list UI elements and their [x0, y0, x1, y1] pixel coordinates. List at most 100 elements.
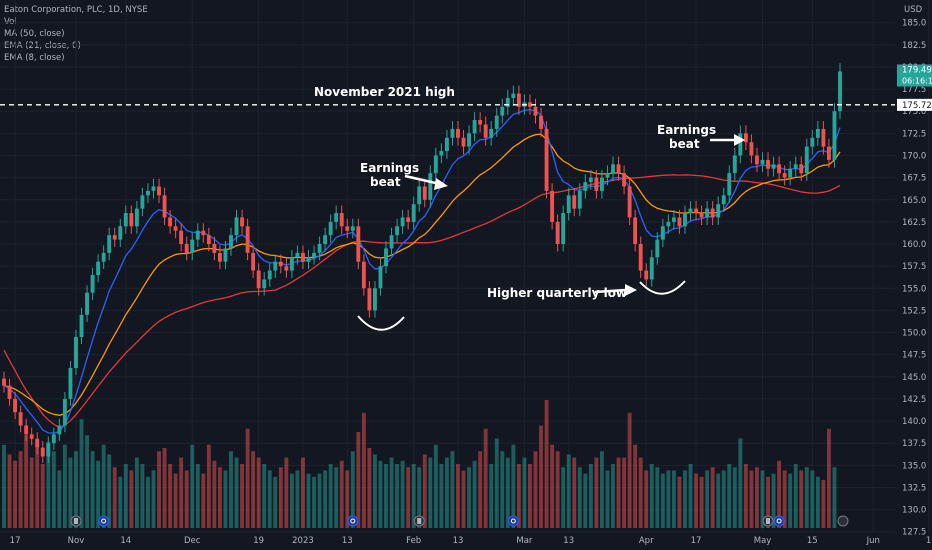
volume-bar	[489, 464, 494, 528]
candle-body	[815, 128, 820, 138]
candle-body	[544, 128, 549, 191]
candle-body	[599, 177, 604, 191]
candle-body	[799, 164, 804, 174]
time-axis[interactable]: 17 Nov 14 Dec 19 2023 13 Feb 13 Mar 13 Apr 17 May 15 Ju…	[10, 536, 932, 546]
volume-bar	[688, 464, 693, 528]
candle-body	[323, 235, 328, 245]
candle-body	[483, 124, 488, 138]
candle-body	[229, 235, 233, 249]
volume-bar	[644, 470, 649, 528]
price-axis[interactable]: 127.5 130.0 132.5 135.0 137.5 140.0 142.5 145.0…	[902, 19, 926, 538]
volume-bar	[68, 457, 73, 528]
candle-body	[605, 173, 610, 178]
legend-ma50[interactable]: MA (50, close)	[4, 29, 65, 39]
time-tick-label: Dec	[184, 536, 201, 546]
volume-bar	[599, 451, 604, 528]
price-tick-label: 132.5	[902, 483, 926, 493]
volume-bar	[240, 464, 245, 528]
candle-body	[168, 217, 173, 227]
candle-body	[528, 102, 532, 107]
volume-bar	[13, 460, 18, 528]
dividend-marker-glyph	[350, 518, 356, 524]
volume-bar	[638, 457, 643, 528]
volume-bar	[467, 467, 471, 528]
time-tick-label: Feb	[406, 536, 421, 546]
volume-bar	[605, 470, 610, 528]
candle-body	[289, 257, 294, 271]
countdown: 06:16:12	[902, 76, 932, 85]
candle-body	[400, 217, 405, 227]
price-tick-label: 147.5	[902, 351, 926, 361]
candle-body	[611, 164, 615, 174]
volume-bar	[683, 470, 687, 528]
dividend-marker-icon	[773, 515, 785, 527]
candle-body	[51, 434, 56, 444]
volume-bar	[810, 470, 815, 528]
legend-vol[interactable]: Vol	[4, 17, 17, 27]
candle-body	[18, 412, 23, 426]
candle-body	[710, 208, 715, 218]
legend-ema8[interactable]: EMA (8, close)	[4, 53, 65, 63]
candle-body	[2, 378, 6, 386]
volume-bar	[572, 457, 577, 528]
candle-body	[129, 213, 134, 227]
price-tick-label: 135.0	[902, 461, 926, 471]
candle-body	[489, 128, 494, 138]
candle-body	[284, 266, 289, 271]
candlesticks	[2, 63, 842, 464]
candle-body	[85, 292, 89, 315]
candle-body	[511, 93, 516, 98]
volume-bar	[583, 473, 588, 528]
candle-body	[688, 208, 693, 214]
event-markers[interactable]	[70, 515, 849, 527]
volume-bar	[721, 470, 726, 528]
price-tick-label: 155.0	[902, 284, 926, 294]
candle-body	[804, 146, 809, 174]
candle-body	[433, 155, 438, 174]
volume-bar	[373, 454, 377, 528]
candle-body	[13, 398, 18, 413]
candle-body	[411, 204, 416, 222]
dividend-marker-icon	[347, 515, 359, 527]
candle-body	[406, 217, 411, 222]
time-tick-label: 17	[691, 536, 702, 546]
candle-body	[555, 221, 560, 245]
volume-bar	[140, 464, 145, 528]
grid	[0, 0, 930, 533]
volume-bar	[611, 464, 615, 528]
arrow-earnings-2-head	[734, 134, 745, 146]
candle-body	[516, 93, 521, 107]
volume-bar	[217, 467, 222, 528]
volume-bar	[328, 464, 333, 528]
volume-bar	[179, 457, 184, 528]
candle-body	[301, 252, 305, 262]
volume-bar	[79, 419, 84, 528]
volume-bar	[18, 451, 23, 528]
candle-body	[422, 186, 427, 200]
volume-bar	[456, 464, 460, 528]
volume-bar	[777, 460, 782, 528]
volume-bar	[35, 448, 40, 528]
candle-body	[29, 434, 34, 439]
candle-body	[7, 385, 12, 399]
volume-bar	[85, 435, 89, 528]
volume-bar	[743, 464, 748, 528]
volume-bar	[771, 473, 776, 528]
candle-body	[295, 252, 300, 258]
volume-bar	[112, 467, 117, 528]
price-tick-label: 160.0	[902, 240, 926, 250]
candle-body	[766, 159, 770, 169]
price-tick-label: 165.0	[902, 196, 926, 206]
price-tick-label: 172.5	[902, 129, 926, 139]
legend-ema21[interactable]: EMA (21, close, 0)	[4, 41, 81, 51]
candle-body	[361, 261, 366, 289]
volume-bar	[516, 464, 521, 528]
candle-body	[533, 106, 538, 116]
volume-bar	[555, 451, 560, 528]
volume-bar	[483, 428, 488, 528]
candle-body	[140, 195, 145, 209]
candle-body	[389, 235, 394, 249]
volume-bar	[151, 470, 156, 528]
volume-bar	[544, 400, 549, 528]
